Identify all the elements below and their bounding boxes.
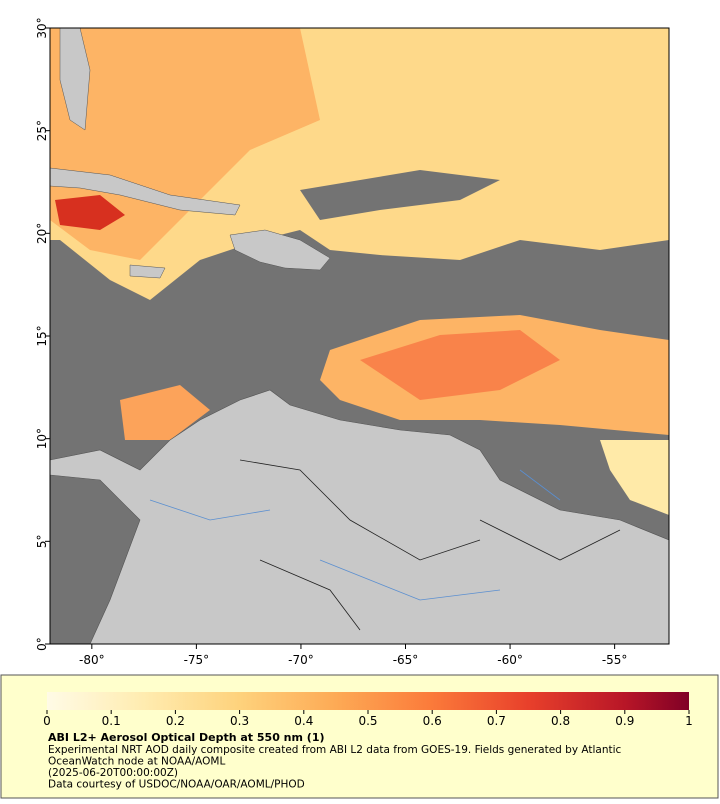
river [149,469,561,601]
colorbar [47,692,689,710]
y-tick-label: 30° [35,17,49,38]
aerosol-plume [55,195,125,230]
colorbar-tick-label: 0.7 [487,714,506,728]
x-tick-label: -55° [602,653,628,667]
aerosol-plume [600,440,669,515]
colorbar-tick-label: 0.5 [358,714,377,728]
y-tick-label: 0° [35,637,49,651]
x-tick-label: -65° [393,653,419,667]
map-image [50,28,669,644]
colorbar-tick-label: 0.3 [230,714,249,728]
y-tick-label: 20° [35,223,49,244]
aerosol-plume [120,385,210,440]
aerosol-plume [50,28,320,260]
colorbar-tick-label: 0.6 [423,714,442,728]
land [229,229,331,271]
colorbar-tick-label: 0.9 [615,714,634,728]
colorbar-tick-label: 0 [43,714,51,728]
colorbar-tick-label: 0.1 [102,714,121,728]
x-tick-label: -60° [497,653,523,667]
caption-line: Experimental NRT AOD daily composite cre… [48,744,622,756]
caption-line: Data courtesy of USDOC/NOAA/OAR/AOML/PHO… [48,779,305,791]
aerosol-plume [360,330,560,400]
x-tick-label: -80° [79,653,105,667]
border [239,459,621,631]
land [50,389,669,644]
colorbar-tick-label: 0.8 [551,714,570,728]
land [129,264,166,279]
y-tick-label: 5° [35,535,49,549]
x-tick-label: -70° [288,653,314,667]
colorbar-tick-label: 0.4 [294,714,313,728]
y-tick-label: 15° [35,325,49,346]
caption-title: ABI L2+ Aerosol Optical Depth at 550 nm … [48,731,325,744]
caption-line: (2025-06-20T00:00:00Z) [48,767,178,779]
land [50,167,241,216]
no-data-gap [300,170,500,220]
colorbar-tick-label: 1 [685,714,693,728]
y-tick-label: 25° [35,120,49,141]
x-tick-label: -75° [184,653,210,667]
y-tick-label: 10° [35,428,49,449]
colorbar-tick-label: 0.2 [166,714,185,728]
land [59,28,91,131]
caption-line: OceanWatch node at NOAA/AOML [48,756,225,768]
